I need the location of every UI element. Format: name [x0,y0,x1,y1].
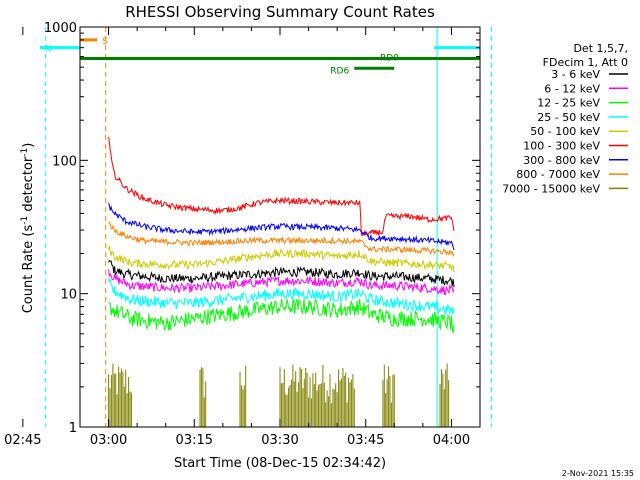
burst-spikes-2 [239,365,247,427]
x-tick-label-2: 03:15 [176,433,213,448]
series-line-5 [108,136,455,238]
series-line-2 [108,298,455,334]
burst-spikes-0 [108,363,132,427]
state-bar-label-2: RD0 [380,54,399,64]
x-tick-label-3: 03:30 [261,433,298,448]
x-tick-label-4: 03:45 [347,433,384,448]
legend-header-1: FDecim 1, Att 0 [543,56,628,69]
legend-label-5: 100 - 300 keV [523,140,600,153]
x-tick-label-5: 04:00 [433,433,470,448]
burst-spikes-5 [439,363,450,427]
plot-area: S N RD0 RD6 1 10 100 1000 02:45 03:00 03:15 03:30 03… [4,21,492,448]
legend-label-2: 12 - 25 keV [537,97,600,110]
burst-spikes-4 [382,364,395,427]
y-tick-label-3: 1000 [44,21,77,36]
state-bar-label-3: RD6 [330,66,349,76]
x-axis-label: Start Time (08-Dec-15 02:34:42) [174,456,386,471]
legend-label-8: 7000 - 15000 keV [502,182,600,195]
chart-title: RHESSI Observing Summary Count Rates [125,3,435,21]
legend-label-4: 50 - 100 keV [530,125,600,138]
footer-timestamp: 2-Nov-2021 15:35 [562,469,634,478]
y-tick-label-0: 1 [69,421,77,436]
x-tick-label-1: 03:00 [90,433,127,448]
legend-label-1: 6 - 12 keV [544,82,600,95]
y-tick-label-1: 10 [60,288,77,303]
burst-spikes-3 [279,364,355,427]
state-bar-label-1: N [45,45,52,55]
series-line-7 [108,221,455,258]
series-line-0 [108,259,455,288]
series-line-3 [108,277,455,316]
legend-header-0: Det 1,5,7, [573,42,628,55]
legend-label-0: 3 - 6 keV [551,68,600,81]
series-line-1 [108,269,455,296]
x-tick-label-0: 02:45 [4,433,41,448]
legend-label-7: 800 - 7000 keV [516,168,600,181]
burst-spikes-1 [199,367,207,427]
state-bar-label-0: S [102,37,108,47]
legend-label-6: 300 - 800 keV [523,154,600,167]
series-line-4 [108,245,455,273]
y-tick-label-2: 100 [52,154,77,169]
legend-label-3: 25 - 50 keV [537,111,600,124]
series-line-6 [108,202,455,251]
y-axis-label: Count Rate (s-1 detector-1) [20,143,36,314]
